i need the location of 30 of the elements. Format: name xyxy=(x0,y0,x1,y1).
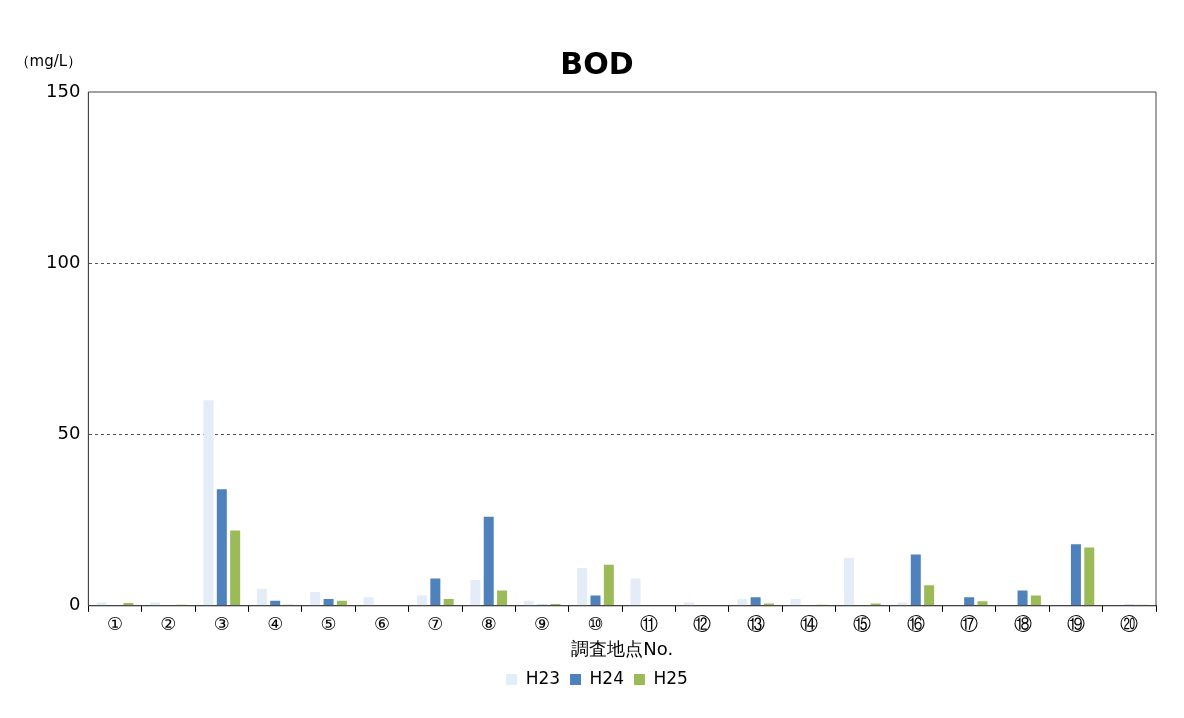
x-tick-label: ⑭ xyxy=(800,613,819,635)
x-tick-label: ⑫ xyxy=(693,613,712,635)
x-tick-label: ⑧ xyxy=(480,613,497,635)
legend-label: H23 xyxy=(525,667,561,688)
x-tick-label: ④ xyxy=(267,613,284,635)
x-tick-label: ③ xyxy=(213,613,230,635)
legend-label: H25 xyxy=(653,667,688,688)
x-tick-label: ⑮ xyxy=(853,613,872,635)
x-tick-label: ⑳ xyxy=(1120,613,1139,635)
x-tick-label: ⑲ xyxy=(1066,613,1085,635)
y-axis-title: （mg/L） xyxy=(14,52,83,71)
x-tick-label: ① xyxy=(106,613,124,635)
x-tick-label: ⑦ xyxy=(427,613,444,635)
x-tick-label: ⑨ xyxy=(534,613,551,635)
y-tick-label: 50 xyxy=(57,422,81,444)
x-tick-label: ⑩ xyxy=(587,613,604,635)
x-tick-label: ⑰ xyxy=(960,613,979,635)
x-tick-label: ⑤ xyxy=(320,613,337,635)
y-tick-label: 100 xyxy=(46,250,81,272)
x-axis-title: 調査地点No. xyxy=(571,637,674,659)
x-tick-label: ⑯ xyxy=(906,613,925,635)
chart-title: BOD xyxy=(560,45,634,81)
x-tick-label: ⑪ xyxy=(639,613,658,635)
y-tick-label: 0 xyxy=(68,593,81,615)
x-tick-label: ② xyxy=(160,613,177,635)
x-tick-label: ⑥ xyxy=(373,613,391,635)
x-tick-label: ⑬ xyxy=(746,613,765,635)
legend-label: H24 xyxy=(589,667,624,688)
y-tick-label: 150 xyxy=(46,79,81,101)
x-tick-label: ⑱ xyxy=(1013,613,1032,635)
